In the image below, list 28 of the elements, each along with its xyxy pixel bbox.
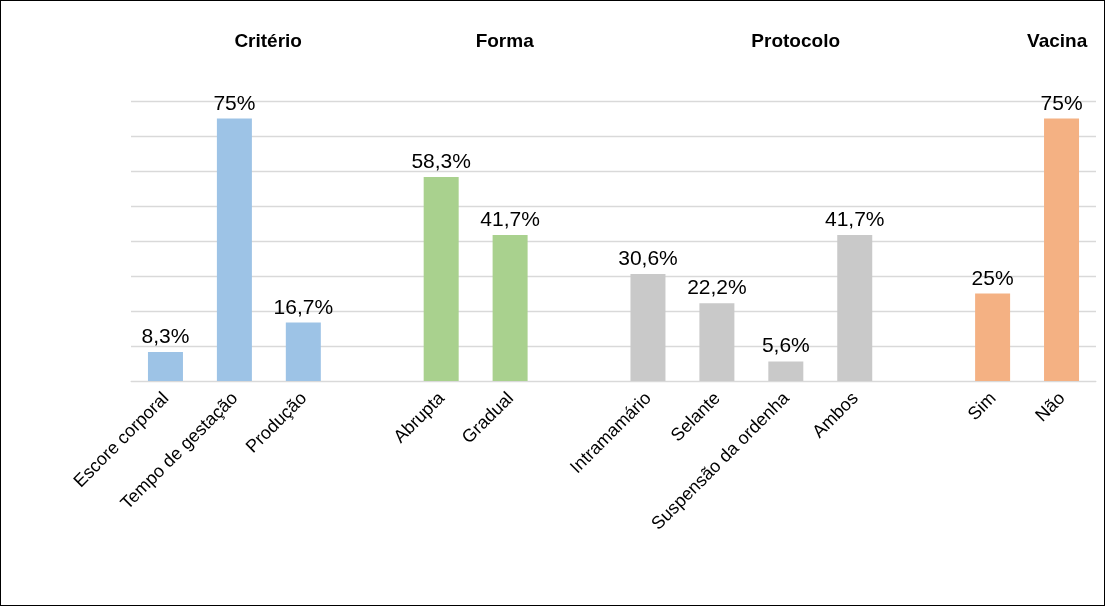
data-label: 75% xyxy=(213,90,256,114)
text: Forma xyxy=(475,30,535,51)
bar xyxy=(768,361,804,381)
bar xyxy=(699,303,735,381)
bar xyxy=(1044,118,1080,381)
data-label: 16,7% xyxy=(273,294,334,318)
data-label: 41,7% xyxy=(824,207,885,231)
data-label: 75% xyxy=(1040,90,1083,114)
data-label: 8,3% xyxy=(141,323,190,347)
data-label: 41,7% xyxy=(480,207,540,231)
bar xyxy=(285,322,321,381)
bar xyxy=(630,273,666,381)
data-label: 22,2% xyxy=(687,275,747,299)
data-label: 30,6% xyxy=(618,245,678,269)
data-label: 5,6% xyxy=(761,333,810,357)
x-tick-label: Sim xyxy=(963,387,1000,424)
bar xyxy=(975,293,1011,381)
text: Protocolo xyxy=(751,30,841,51)
text: Vacina xyxy=(1027,30,1088,51)
data-label: 25% xyxy=(971,265,1014,289)
x-tick-label: Não xyxy=(1031,387,1069,426)
bar xyxy=(423,176,459,381)
bar xyxy=(837,235,873,381)
bar xyxy=(492,235,528,381)
bar xyxy=(147,351,183,381)
bar xyxy=(216,118,252,381)
text: Critério xyxy=(234,30,302,51)
data-label: 58,3% xyxy=(411,148,471,172)
